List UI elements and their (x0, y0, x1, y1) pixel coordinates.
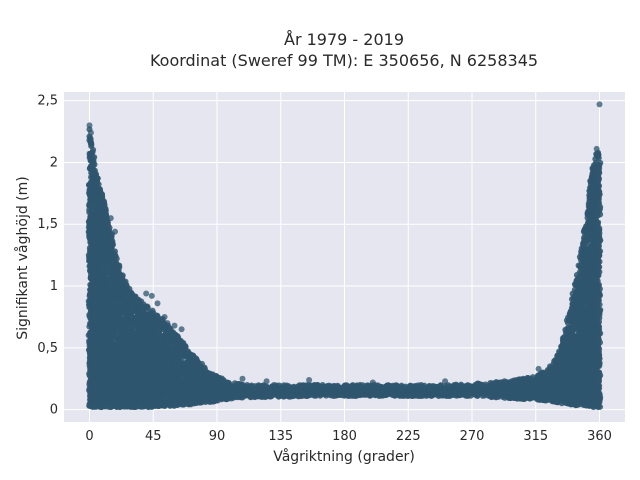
scatter-points (85, 101, 604, 411)
data-point (94, 175, 101, 182)
data-point (109, 242, 116, 249)
data-point (106, 224, 113, 231)
grid-lines (64, 92, 625, 422)
data-point (91, 161, 98, 168)
data-point (113, 255, 120, 262)
data-point (95, 181, 102, 188)
